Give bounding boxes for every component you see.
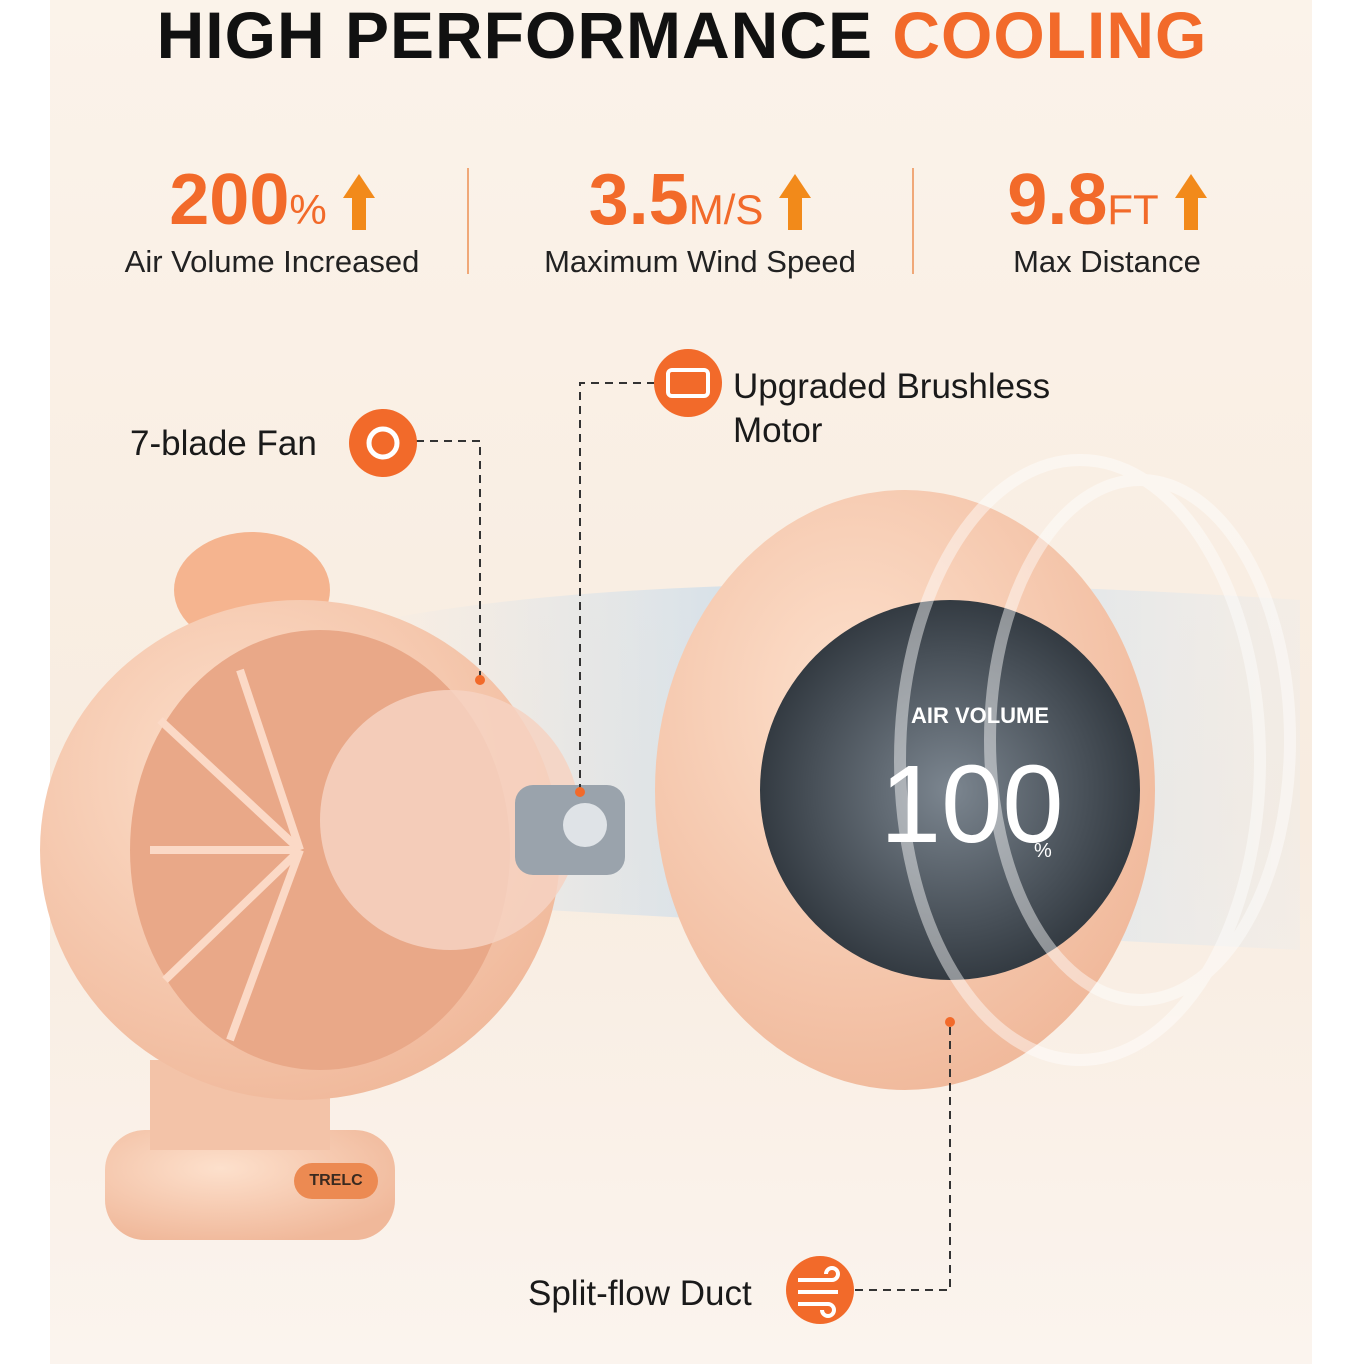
stat: 200% Air Volume Increased xyxy=(62,160,482,280)
stat-label: Max Distance xyxy=(1013,244,1201,279)
wind-swirls xyxy=(894,454,1296,1066)
display xyxy=(760,600,1140,980)
stat-unit: FT xyxy=(1107,186,1159,233)
callout-line: Upgraded Brushless xyxy=(733,367,1051,406)
callout-line: Motor xyxy=(733,411,823,450)
callout-label: Split-flow Duct xyxy=(528,1274,752,1313)
display-label: AIR VOLUME xyxy=(910,703,1050,728)
motor-shaft xyxy=(563,803,607,847)
up-arrow xyxy=(1174,174,1207,230)
display-unit: % xyxy=(1034,840,1052,862)
title-highlight: COOLING xyxy=(892,0,1208,72)
brand-badge xyxy=(294,1163,378,1199)
stat-value: 3.5 xyxy=(588,160,689,240)
up-arrow xyxy=(779,174,812,230)
grille-spokes xyxy=(150,668,304,1042)
separator xyxy=(467,168,469,274)
stat-value: 9.8 xyxy=(1007,160,1108,240)
brand-text: TRELC xyxy=(309,1172,363,1189)
stat-label: Maximum Wind Speed xyxy=(544,244,856,279)
stat-value: 200 xyxy=(169,160,290,240)
separator xyxy=(912,168,914,274)
stat-unit: M/S xyxy=(688,186,764,233)
stat-label: Air Volume Increased xyxy=(124,244,420,279)
up-arrow xyxy=(342,174,375,230)
stat-unit: % xyxy=(289,186,327,233)
leader-lines xyxy=(416,382,951,1291)
stat: 3.5M/S Maximum Wind Speed xyxy=(490,160,910,280)
page-title: HIGH PERFORMANCE COOLING xyxy=(0,0,1364,70)
display-value: 100 xyxy=(880,743,1064,866)
callout-icons xyxy=(349,349,854,1324)
fan-base xyxy=(105,1130,395,1240)
fan-blades xyxy=(320,690,580,950)
title-main: HIGH PERFORMANCE xyxy=(156,0,873,72)
stat: 9.8FT Max Distance xyxy=(897,160,1317,280)
callout-label: 7-blade Fan xyxy=(130,424,317,463)
callout-dots xyxy=(475,675,955,1027)
